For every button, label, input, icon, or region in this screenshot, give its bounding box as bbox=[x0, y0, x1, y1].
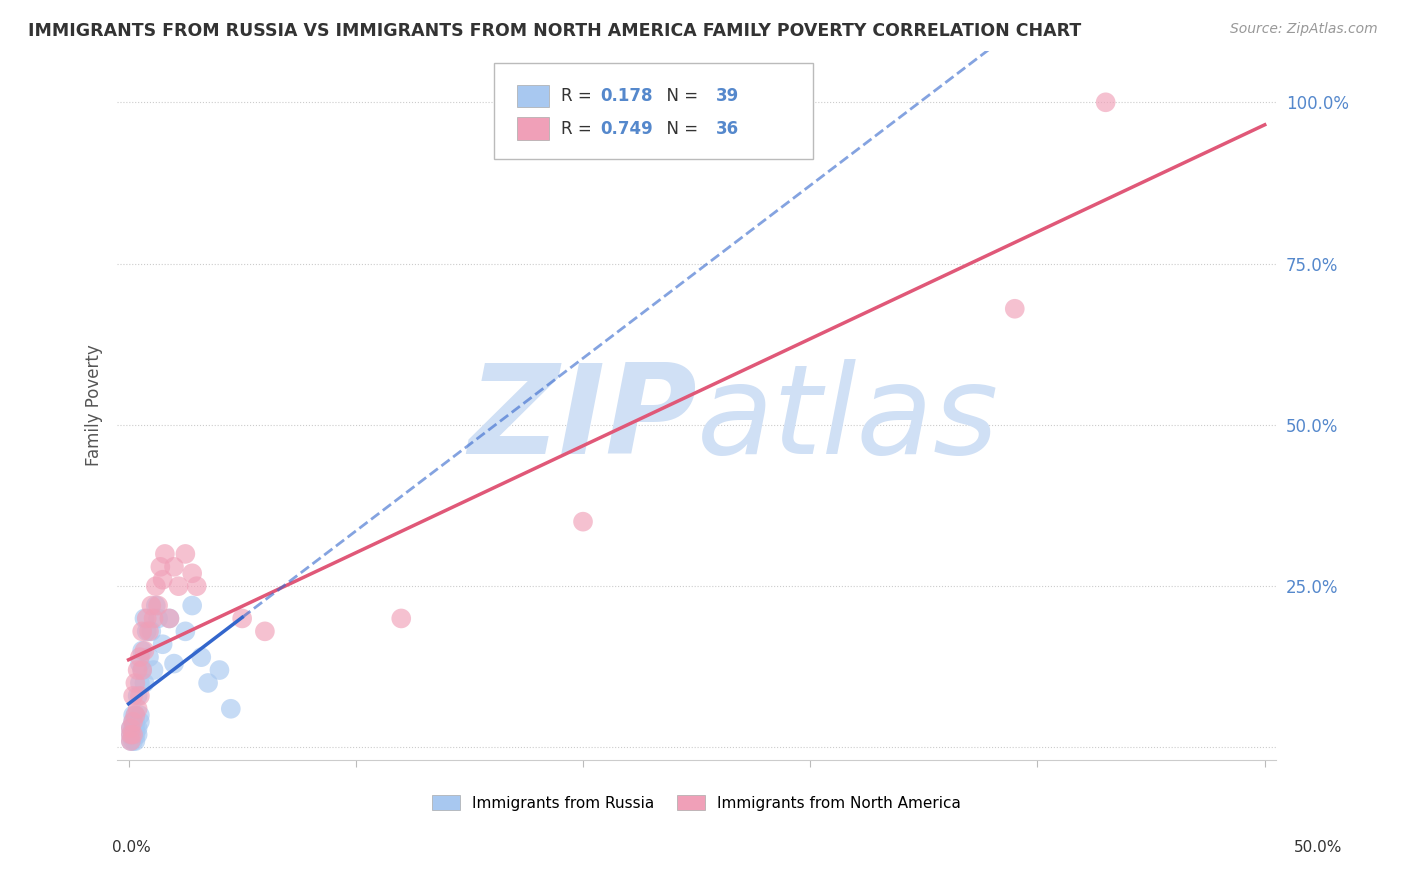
Text: ZIP: ZIP bbox=[468, 359, 696, 480]
Point bbox=[131, 663, 153, 677]
Text: Source: ZipAtlas.com: Source: ZipAtlas.com bbox=[1230, 22, 1378, 37]
Point bbox=[122, 708, 145, 723]
Point bbox=[181, 566, 204, 581]
Point bbox=[127, 663, 149, 677]
Point bbox=[124, 708, 146, 723]
Point bbox=[208, 663, 231, 677]
Point bbox=[122, 728, 145, 742]
Point bbox=[141, 624, 163, 639]
Point bbox=[134, 676, 156, 690]
Point bbox=[129, 708, 152, 723]
Point bbox=[122, 714, 145, 729]
Point bbox=[159, 611, 181, 625]
FancyBboxPatch shape bbox=[517, 117, 550, 140]
Point bbox=[231, 611, 253, 625]
Point bbox=[138, 624, 160, 639]
Point bbox=[129, 714, 152, 729]
Point bbox=[145, 599, 167, 613]
Legend: Immigrants from Russia, Immigrants from North America: Immigrants from Russia, Immigrants from … bbox=[426, 789, 967, 816]
Point bbox=[163, 559, 186, 574]
Point bbox=[141, 599, 163, 613]
Point bbox=[120, 728, 142, 742]
Point bbox=[127, 721, 149, 735]
Point bbox=[167, 579, 190, 593]
Point bbox=[124, 728, 146, 742]
Point bbox=[253, 624, 276, 639]
Point bbox=[122, 689, 145, 703]
Point bbox=[146, 611, 169, 625]
Text: IMMIGRANTS FROM RUSSIA VS IMMIGRANTS FROM NORTH AMERICA FAMILY POVERTY CORRELATI: IMMIGRANTS FROM RUSSIA VS IMMIGRANTS FRO… bbox=[28, 22, 1081, 40]
Point bbox=[174, 547, 197, 561]
Point bbox=[152, 637, 174, 651]
Text: 0.749: 0.749 bbox=[600, 120, 654, 137]
Point bbox=[145, 579, 167, 593]
Point bbox=[120, 734, 142, 748]
Point bbox=[572, 515, 595, 529]
Point bbox=[120, 721, 142, 735]
Point bbox=[1094, 95, 1116, 110]
FancyBboxPatch shape bbox=[494, 62, 813, 159]
Text: atlas: atlas bbox=[696, 359, 998, 480]
Point bbox=[127, 689, 149, 703]
Point bbox=[122, 714, 145, 729]
Point bbox=[122, 734, 145, 748]
Point bbox=[129, 657, 152, 671]
Point bbox=[122, 721, 145, 735]
Y-axis label: Family Poverty: Family Poverty bbox=[86, 344, 103, 467]
Point bbox=[127, 728, 149, 742]
Text: 0.178: 0.178 bbox=[600, 87, 652, 105]
Point bbox=[129, 650, 152, 665]
Point bbox=[120, 734, 142, 748]
FancyBboxPatch shape bbox=[517, 85, 550, 107]
Point bbox=[1004, 301, 1026, 316]
Point bbox=[134, 611, 156, 625]
Point bbox=[190, 650, 212, 665]
Point bbox=[174, 624, 197, 639]
Point bbox=[146, 599, 169, 613]
Point bbox=[124, 714, 146, 729]
Point bbox=[135, 611, 157, 625]
Point bbox=[129, 676, 152, 690]
Point bbox=[149, 559, 172, 574]
Point bbox=[122, 728, 145, 742]
Point bbox=[124, 734, 146, 748]
Text: R =: R = bbox=[561, 120, 598, 137]
Point bbox=[124, 676, 146, 690]
Text: N =: N = bbox=[657, 87, 703, 105]
Point bbox=[131, 624, 153, 639]
Text: 36: 36 bbox=[716, 120, 740, 137]
Text: N =: N = bbox=[657, 120, 703, 137]
Point bbox=[142, 663, 165, 677]
Point bbox=[138, 650, 160, 665]
Point bbox=[124, 721, 146, 735]
Point bbox=[153, 547, 176, 561]
Point bbox=[129, 689, 152, 703]
Point bbox=[135, 624, 157, 639]
Point bbox=[134, 643, 156, 657]
Point bbox=[127, 702, 149, 716]
Point bbox=[181, 599, 204, 613]
Point bbox=[120, 721, 142, 735]
Point bbox=[131, 643, 153, 657]
Point bbox=[142, 611, 165, 625]
Point bbox=[124, 708, 146, 723]
Point bbox=[389, 611, 412, 625]
Point bbox=[197, 676, 219, 690]
Point bbox=[120, 728, 142, 742]
Point bbox=[186, 579, 208, 593]
Point bbox=[159, 611, 181, 625]
Text: 39: 39 bbox=[716, 87, 740, 105]
Text: 0.0%: 0.0% bbox=[112, 840, 152, 855]
Point bbox=[219, 702, 242, 716]
Text: 50.0%: 50.0% bbox=[1295, 840, 1343, 855]
Point bbox=[152, 573, 174, 587]
Text: R =: R = bbox=[561, 87, 598, 105]
Point bbox=[131, 663, 153, 677]
Point bbox=[163, 657, 186, 671]
